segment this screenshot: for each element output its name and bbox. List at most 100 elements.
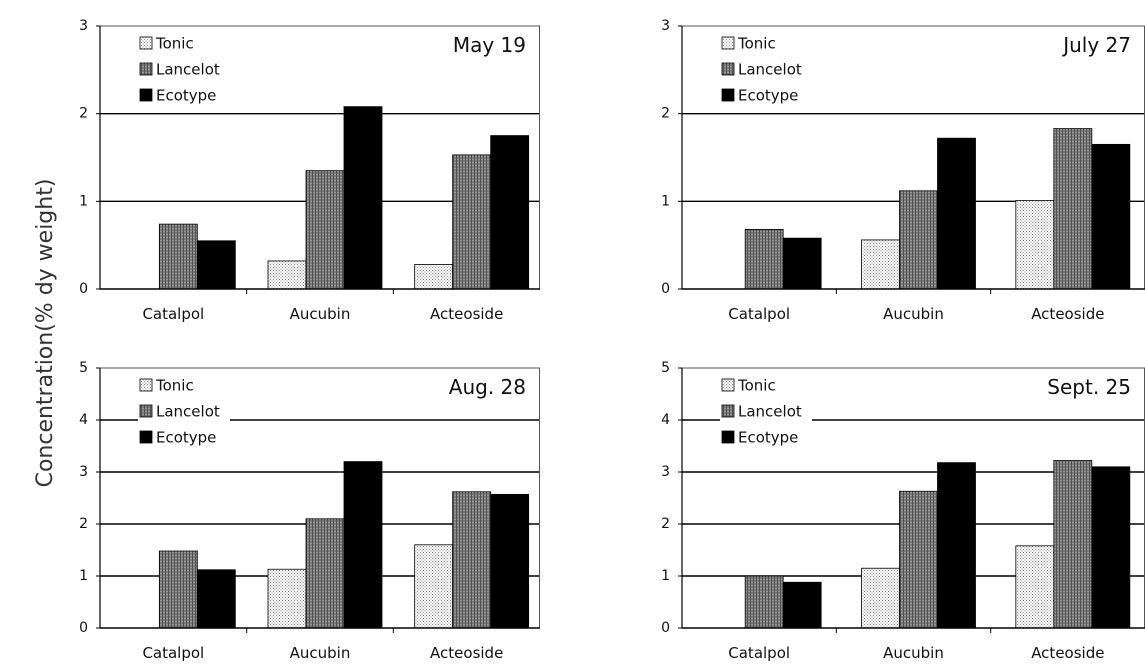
legend-entry-ecotype: Ecotype: [156, 87, 216, 105]
chart-title: May 19: [453, 33, 526, 57]
y-tick-label: 0: [79, 620, 88, 636]
legend-entry-lancelot: Lancelot: [738, 61, 802, 79]
x-category-label: Acteoside: [1031, 305, 1104, 323]
x-category-label: Aucubin: [290, 305, 351, 323]
chart-panel-2: 0 1 2 3 4 5 Catalpol Aucubin Acteoside Aug. 28 Ton…: [79, 360, 540, 662]
x-category-label: Catalpol: [728, 305, 790, 323]
x-category-label: Catalpol: [142, 305, 204, 323]
bar-tonic-aucubin: [267, 260, 307, 290]
x-category-label: Aucubin: [883, 305, 944, 323]
bar-ecotype-aucubin: [343, 461, 383, 629]
y-tick-label: 3: [79, 464, 88, 480]
legend-entry-tonic: Tonic: [155, 35, 194, 53]
legend-backing: [720, 402, 812, 422]
bar-lancelot-catalpol: [158, 223, 198, 290]
legend-entry-tonic: Tonic: [155, 377, 194, 395]
y-tick-label: 5: [79, 360, 88, 376]
legend-backing: [720, 34, 812, 54]
y-tick-label: 0: [79, 281, 88, 297]
bar-lancelot-aucubin: [305, 518, 345, 629]
y-tick-label: 1: [661, 568, 670, 584]
x-category-label: Catalpol: [728, 644, 790, 662]
legend-swatch-tonic: [139, 378, 153, 392]
legend-swatch-ecotype: [139, 88, 153, 102]
x-category-label: Acteoside: [430, 305, 503, 323]
bar-lancelot-aucubin: [899, 490, 938, 629]
y-tick-label: 2: [661, 516, 670, 532]
bar-ecotype-catalpol: [196, 240, 236, 290]
chart-title: Sept. 25: [1047, 375, 1131, 399]
x-category-label: Aucubin: [290, 644, 351, 662]
bar-lancelot-acteoside: [1053, 128, 1093, 290]
legend-entry-tonic: Tonic: [737, 35, 776, 53]
x-category-label: Aucubin: [883, 644, 944, 662]
y-tick-label: 3: [661, 464, 670, 480]
chart-title: July 27: [1061, 33, 1131, 57]
legend-swatch-tonic: [139, 36, 153, 50]
legend-entry-ecotype: Ecotype: [156, 429, 216, 447]
legend-backing: [720, 428, 812, 448]
bar-tonic-aucubin: [861, 239, 900, 290]
bar-lancelot-acteoside: [1053, 460, 1093, 629]
legend-entry-ecotype: Ecotype: [738, 429, 798, 447]
bar-tonic-acteoside: [1015, 200, 1055, 290]
x-category-label: Catalpol: [142, 644, 204, 662]
bar-lancelot-catalpol: [158, 550, 198, 629]
legend-backing: [138, 60, 230, 80]
bar-lancelot-catalpol: [744, 575, 784, 629]
bar-ecotype-acteoside: [490, 493, 530, 629]
legend-swatch-lancelot: [139, 404, 153, 418]
y-tick-label: 2: [661, 106, 670, 122]
legend-swatch-tonic: [721, 36, 735, 50]
y-tick-label: 3: [79, 18, 88, 34]
x-category-label: Acteoside: [430, 644, 503, 662]
legend-backing: [138, 86, 230, 106]
legend-swatch-ecotype: [139, 430, 153, 444]
bar-lancelot-acteoside: [452, 154, 492, 290]
legend-backing: [720, 86, 812, 106]
legend-backing: [138, 34, 230, 54]
legend-backing: [138, 428, 230, 448]
y-tick-label: 4: [661, 412, 670, 428]
y-tick-label: 2: [79, 106, 88, 122]
legend-swatch-lancelot: [721, 404, 735, 418]
bar-ecotype-acteoside: [1091, 466, 1131, 629]
bar-ecotype-acteoside: [490, 135, 530, 290]
y-tick-label: 5: [661, 360, 670, 376]
legend-swatch-lancelot: [139, 62, 153, 76]
chart-panel-0: 0 1 2 3 Catalpol Aucubin Acteoside May 19 Tonic L…: [79, 18, 540, 323]
chart-title: Aug. 28: [449, 375, 526, 399]
bar-ecotype-acteoside: [1091, 143, 1131, 290]
legend-entry-lancelot: Lancelot: [738, 403, 802, 421]
bar-lancelot-aucubin: [305, 170, 345, 290]
bar-ecotype-aucubin: [937, 462, 976, 629]
legend-swatch-lancelot: [721, 62, 735, 76]
legend-backing: [720, 376, 812, 396]
legend-swatch-tonic: [721, 378, 735, 392]
legend-backing: [720, 60, 812, 80]
y-tick-label: 4: [79, 412, 88, 428]
bar-ecotype-catalpol: [196, 569, 236, 629]
legend-entry-lancelot: Lancelot: [156, 61, 220, 79]
chart-panel-1: 0 1 2 3 Catalpol Aucubin Acteoside July 27 Tonic…: [661, 18, 1145, 323]
bar-tonic-acteoside: [1015, 545, 1055, 629]
y-tick-label: 1: [79, 568, 88, 584]
bar-ecotype-catalpol: [782, 237, 822, 290]
y-tick-label: 0: [661, 281, 670, 297]
y-axis-label: Concentration(% dy weight): [33, 179, 58, 488]
chart-panel-3: 0 1 2 3 4 5 Catalpol Aucubin Acteoside Sept. 25 To…: [661, 360, 1145, 662]
bar-ecotype-aucubin: [937, 137, 976, 290]
legend-backing: [138, 376, 230, 396]
bar-tonic-aucubin: [267, 568, 307, 629]
bar-lancelot-acteoside: [452, 491, 492, 629]
y-tick-label: 0: [661, 620, 670, 636]
legend-backing: [138, 402, 230, 422]
y-tick-label: 1: [79, 193, 88, 209]
y-tick-label: 3: [661, 18, 670, 34]
y-tick-label: 2: [79, 516, 88, 532]
legend-entry-ecotype: Ecotype: [738, 87, 798, 105]
legend-entry-lancelot: Lancelot: [156, 403, 220, 421]
bar-tonic-acteoside: [414, 264, 454, 290]
legend-swatch-ecotype: [721, 88, 735, 102]
